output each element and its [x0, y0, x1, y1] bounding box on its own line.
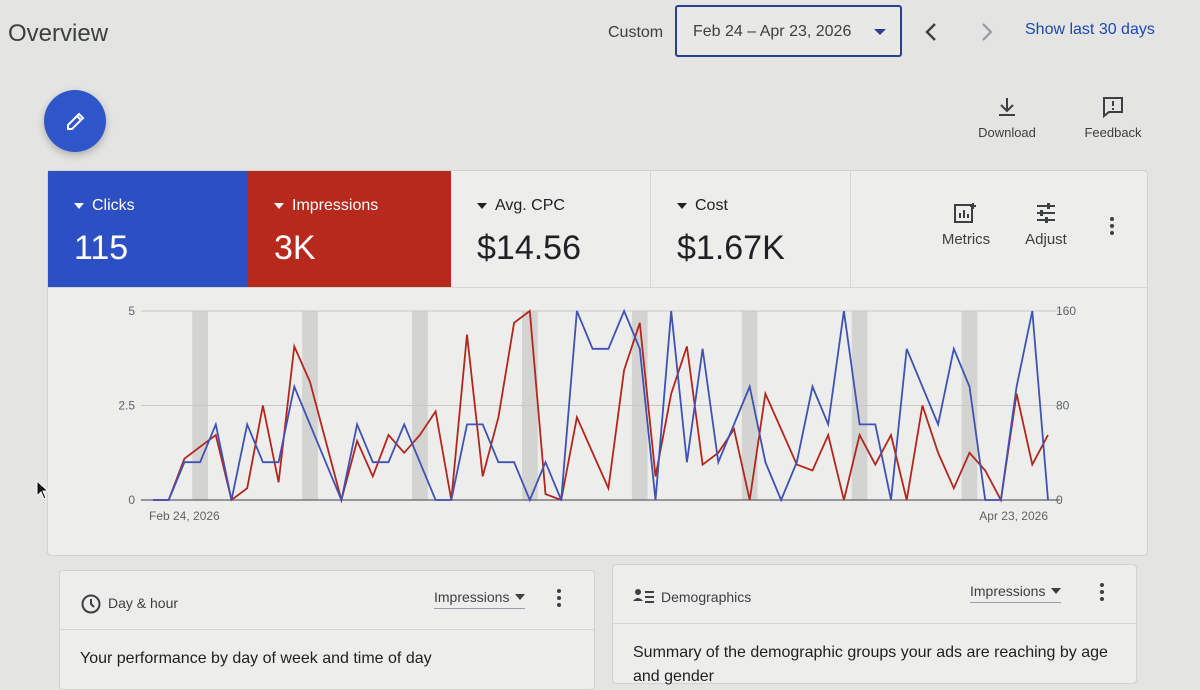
panel-title: Demographics	[661, 589, 752, 605]
left-axis-tick-label: 0	[128, 493, 135, 507]
performance-line-chart: 0 2.5 5 0 80 160 Feb 24, 2026 Apr 23, 2026	[118, 304, 1076, 523]
dropdown-value: Impressions	[970, 583, 1046, 599]
dropdown-arrow-icon	[515, 594, 526, 600]
dropdown-value: Impressions	[434, 589, 510, 605]
metrics-icon	[954, 203, 976, 223]
dropdown-arrow-icon	[74, 203, 84, 209]
chevron-right-icon	[982, 23, 993, 41]
mouse-cursor-icon	[36, 480, 50, 500]
people-list-icon	[633, 589, 654, 603]
pencil-icon	[67, 112, 85, 130]
right-axis-tick-label: 0	[1056, 493, 1063, 507]
right-axis-tick-label: 80	[1056, 399, 1070, 413]
metric-dropdown[interactable]: Impressions	[434, 589, 526, 609]
date-range-selector[interactable]: Feb 24 – Apr 23, 2026	[675, 5, 902, 57]
adjust-label: Adjust	[1025, 231, 1067, 248]
next-period-button[interactable]	[972, 18, 1000, 46]
dropdown-arrow-icon	[274, 203, 284, 209]
metrics-label: Metrics	[941, 231, 991, 248]
demographics-panel: Demographics Impressions Summary of the …	[612, 564, 1137, 685]
download-icon	[999, 98, 1015, 116]
dropdown-arrow-icon	[874, 29, 886, 35]
date-range-value: Feb 24 – Apr 23, 2026	[693, 23, 852, 40]
adjust-button[interactable]: Adjust	[1011, 201, 1081, 248]
divider	[613, 623, 1136, 624]
left-axis-tick-label: 5	[128, 304, 135, 318]
scorecard-label: Avg. CPC	[495, 197, 565, 214]
range-type-label: Custom	[608, 24, 664, 41]
panel-description: Your performance by day of week and time…	[80, 650, 432, 667]
feedback-button[interactable]: Feedback	[1073, 95, 1153, 140]
series-line-impressions	[153, 309, 1049, 504]
download-button[interactable]: Download	[967, 95, 1047, 140]
performance-card: Clicks 115 Impressions 3K Avg. CPC $14.5…	[47, 170, 1148, 556]
panel-description: Summary of the demographic groups your a…	[633, 644, 1108, 685]
more-options-icon[interactable]	[1110, 217, 1114, 238]
x-axis-end-label: Apr 23, 2026	[979, 509, 1048, 523]
edit-button[interactable]	[44, 90, 106, 152]
scorecard-impressions[interactable]: Impressions 3K	[248, 171, 451, 287]
show-last-30-days-link[interactable]: Show last 30 days	[1025, 21, 1155, 38]
day-hour-panel: Day & hour Impressions Your performance …	[59, 570, 595, 690]
dropdown-arrow-icon	[677, 203, 687, 209]
scorecard-clicks[interactable]: Clicks 115	[48, 171, 248, 287]
download-label: Download	[978, 125, 1036, 140]
left-axis-tick-label: 2.5	[118, 399, 135, 413]
scorecard-avg-cpc[interactable]: Avg. CPC $14.56	[451, 171, 651, 287]
scorecard-label: Impressions	[292, 197, 379, 214]
scorecard-value: $14.56	[477, 229, 581, 267]
feedback-label: Feedback	[1084, 125, 1142, 140]
dropdown-arrow-icon	[1051, 588, 1062, 594]
scorecard-label: Clicks	[92, 197, 135, 214]
panel-title: Day & hour	[108, 595, 179, 611]
series-line-clicks	[153, 308, 1049, 504]
scorecard-value: 3K	[274, 229, 316, 267]
right-axis-tick-label: 160	[1056, 304, 1076, 318]
feedback-icon	[1103, 97, 1123, 119]
clock-icon	[81, 594, 101, 614]
metric-dropdown[interactable]: Impressions	[970, 583, 1062, 603]
scorecard-label: Cost	[695, 197, 728, 214]
more-options-icon[interactable]	[557, 589, 561, 610]
page-title: Overview	[8, 20, 109, 47]
scorecard-value: $1.67K	[677, 229, 785, 267]
previous-period-button[interactable]	[918, 18, 946, 46]
scorecard-cost[interactable]: Cost $1.67K	[651, 171, 851, 287]
adjust-icon	[1037, 203, 1055, 223]
scorecard-value: 115	[74, 229, 129, 267]
x-axis-start-label: Feb 24, 2026	[149, 509, 220, 523]
divider	[60, 629, 594, 630]
more-options-icon[interactable]	[1100, 583, 1104, 604]
chevron-left-icon	[925, 23, 936, 41]
dropdown-arrow-icon	[477, 203, 487, 209]
metrics-button[interactable]: Metrics	[931, 201, 1001, 248]
divider	[48, 287, 1147, 288]
